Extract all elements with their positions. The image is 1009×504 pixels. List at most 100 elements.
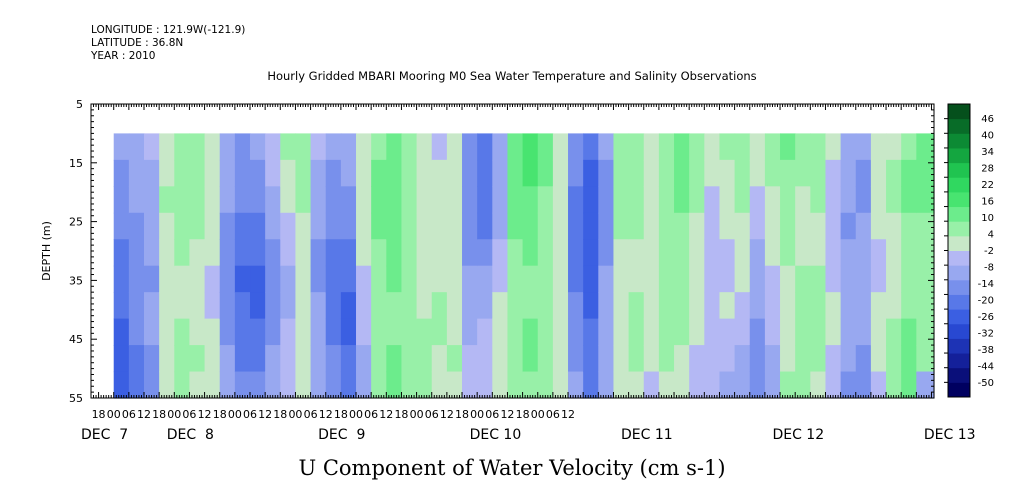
heatmap-cell [537, 292, 554, 320]
heatmap-cell [295, 292, 312, 320]
heatmap-cell [901, 133, 917, 161]
heatmap-cell [219, 239, 236, 267]
heatmap-cell [174, 292, 191, 320]
heatmap-cell [325, 345, 342, 373]
heatmap-cell [901, 186, 917, 214]
heatmap-cell [204, 265, 221, 293]
x-day-label: DEC 12 [772, 427, 824, 443]
heatmap-cell [810, 345, 827, 373]
heatmap-cell [734, 186, 751, 214]
heatmap-cell [159, 133, 175, 161]
heatmap-cell [325, 265, 342, 293]
heatmap-cell [401, 292, 418, 320]
heatmap-cell [552, 265, 569, 293]
heatmap-cell [386, 212, 403, 240]
heatmap-cell [401, 186, 418, 214]
heatmap-cell [734, 212, 751, 240]
heatmap-cell [552, 212, 569, 240]
heatmap-cell [916, 371, 935, 399]
heatmap-cell [568, 292, 584, 320]
heatmap-cell [340, 159, 357, 187]
colorbar-label-value: -32 [978, 328, 994, 339]
heatmap-cell [568, 159, 584, 187]
heatmap-cell [234, 212, 251, 240]
heatmap-cell [613, 186, 630, 214]
heatmap-cell [840, 371, 857, 399]
heatmap-cell [810, 318, 827, 346]
heatmap-cell [704, 212, 721, 240]
heatmap-cell [734, 159, 751, 187]
heatmap-cell [810, 292, 827, 320]
heatmap-cell [840, 186, 857, 214]
heatmap-cell [310, 318, 327, 346]
heatmap-cell [446, 239, 463, 267]
heatmap-cell [144, 239, 160, 267]
heatmap-cell [764, 318, 781, 346]
heatmap-cell [492, 133, 509, 161]
heatmap-cell [265, 212, 281, 240]
colorbar: 46 40 34 28 22 16 10 4 -2 -8 -14 -20 -26 -32 -38 -44 -50 [944, 103, 994, 398]
heatmap-cell [492, 345, 509, 373]
heatmap-cell [704, 265, 721, 293]
heatmap-cell [386, 133, 403, 161]
heatmap-cell [689, 133, 705, 161]
colorbar-swatch [948, 118, 970, 134]
heatmap-cell [537, 318, 554, 346]
heatmap-cell [825, 265, 842, 293]
heatmap-cell [522, 133, 539, 161]
y-tick-label: 5 [76, 98, 83, 111]
heatmap-cell [810, 265, 827, 293]
heatmap-cell [416, 133, 433, 161]
heatmap-cell [431, 212, 448, 240]
heatmap-cell [431, 318, 448, 346]
heatmap-cell [431, 371, 448, 399]
heatmap-cell [643, 345, 660, 373]
heatmap-cell [628, 239, 645, 267]
heatmap-cell [250, 345, 266, 373]
heatmap-cell [704, 345, 721, 373]
heatmap-cell [189, 212, 206, 240]
heatmap-cell [128, 371, 145, 399]
heatmap-cell [462, 371, 478, 399]
heatmap-cell [810, 186, 827, 214]
x-hour-label: 06 [546, 408, 560, 421]
heatmap-cell [628, 133, 645, 161]
heatmap-cell [643, 371, 660, 399]
colorbar-label-value: -14 [978, 279, 994, 290]
heatmap-cell [507, 239, 524, 267]
heatmap-cell [598, 292, 615, 320]
heatmap-cell [356, 212, 372, 240]
heatmap-cell [280, 186, 297, 214]
heatmap-cell [719, 212, 736, 240]
heatmap-cell [643, 292, 660, 320]
heatmap-cell [522, 186, 539, 214]
heatmap-cell [522, 212, 539, 240]
heatmap-cell [552, 239, 569, 267]
heatmap-cell [689, 212, 705, 240]
heatmap-cell [734, 239, 751, 267]
heatmap-cell [674, 133, 690, 161]
heatmap-cell [825, 159, 842, 187]
heatmap-cell [204, 345, 221, 373]
heatmap-cell [446, 318, 463, 346]
heatmap-cell [386, 186, 403, 214]
heatmap-cell [522, 345, 539, 373]
heatmap-cell [462, 265, 478, 293]
heatmap-cell [174, 212, 191, 240]
heatmap-cell [825, 292, 842, 320]
heatmap-cell [371, 318, 387, 346]
heatmap-cell [643, 133, 660, 161]
heatmap-cell [795, 265, 811, 293]
heatmap-cell [870, 292, 887, 320]
heatmap-cell [431, 345, 448, 373]
heatmap-cell [144, 159, 160, 187]
heatmap-cell [310, 239, 327, 267]
colorbar-label-value: 40 [981, 131, 994, 142]
heatmap-cell [825, 239, 842, 267]
heatmap-cell [477, 159, 493, 187]
heatmap-cell [159, 212, 175, 240]
x-hour-label: 12 [137, 408, 151, 421]
heatmap-cell [719, 318, 736, 346]
heatmap-cell [250, 212, 266, 240]
heatmap-cell [704, 133, 721, 161]
